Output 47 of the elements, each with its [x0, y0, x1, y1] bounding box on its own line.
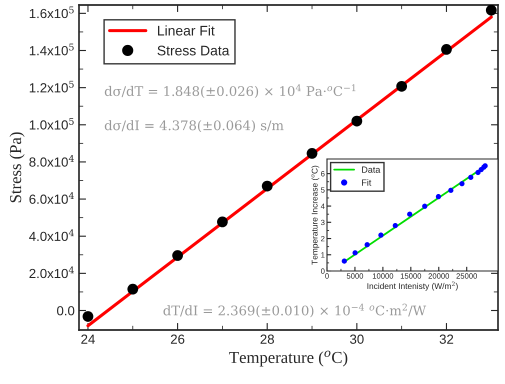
point — [441, 44, 452, 55]
legend-label: Stress Data — [158, 46, 230, 56]
legend-label: Linear Fit — [158, 25, 215, 36]
y-tick-label: 6.0x10$^{4}$ — [29, 192, 74, 204]
y-tick-label: 1.0x10$^{5}$ — [30, 118, 74, 130]
y-tick-label: 8.0x10$^{4}$ — [29, 154, 74, 167]
y-tick-label: 0.0 — [57, 306, 74, 316]
point — [342, 258, 347, 264]
point — [351, 116, 362, 126]
point — [407, 212, 412, 217]
y-tick-label: 1.6x10$^{5}$ — [30, 6, 74, 18]
x-tick-label: 28 — [260, 334, 274, 344]
x-tick-label: 26 — [170, 334, 184, 344]
point — [392, 222, 398, 228]
point — [396, 80, 408, 92]
point — [486, 5, 497, 16]
point — [378, 232, 384, 238]
y-axis-title: Temperature Increase ($^{o}$C) — [311, 166, 320, 265]
annotation: dT/dI = 2.369(±0.010) × 10$^{−4 o}$C·m$^{2}$/W — [163, 304, 426, 318]
x-axis-title: Temperature ($^{o}$C) — [229, 350, 348, 366]
x-axis-title: Incident Intenisty (W/m$^{2}$) — [367, 282, 458, 291]
point — [459, 181, 465, 186]
point — [262, 180, 273, 192]
point — [468, 174, 474, 180]
point — [448, 188, 454, 193]
point — [352, 250, 358, 256]
x-tick-label: 32 — [440, 334, 454, 344]
legend-label: Fit — [362, 179, 372, 186]
point — [217, 216, 228, 228]
y-axis-title: Stress (Pa) — [10, 132, 25, 202]
point — [127, 284, 138, 295]
point — [82, 311, 94, 322]
x-tick-label: 30 — [350, 334, 364, 344]
legend-label: Data — [362, 166, 380, 173]
point — [422, 204, 428, 209]
x-tick-label: 24 — [81, 334, 95, 344]
y-tick-label: 2.0x10$^{4}$ — [29, 266, 74, 278]
y-tick-label: 1.2x10$^{5}$ — [30, 80, 74, 92]
point — [172, 250, 183, 261]
point — [364, 242, 370, 248]
point — [436, 194, 442, 200]
y-tick-label: 1.4x10$^{5}$ — [30, 44, 74, 56]
point — [475, 170, 481, 176]
annotation: dσ/dI = 4.378(±0.064) s/m — [104, 120, 284, 132]
annotation: dσ/dT = 1.848(±0.026) × 10$^{4}$ Pa·$^{o}$C$^{−1}$ — [104, 84, 356, 98]
y-tick-label: 4.0x10$^{4}$ — [29, 229, 74, 242]
point — [306, 148, 318, 159]
